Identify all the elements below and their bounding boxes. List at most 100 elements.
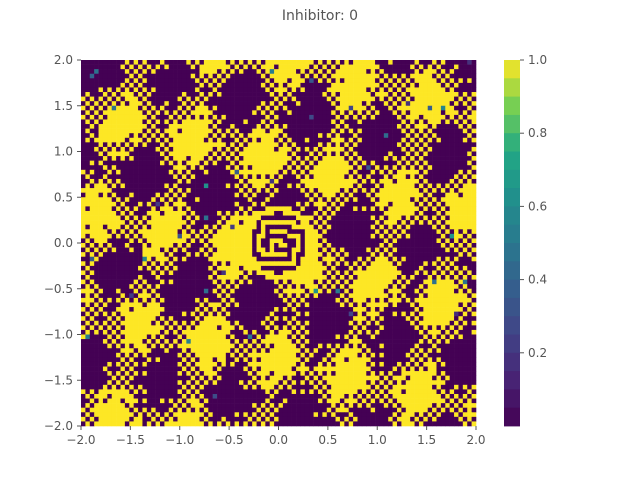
heatmap-cell (379, 133, 385, 139)
heatmap-cell (239, 302, 244, 308)
heatmap-cell (181, 73, 187, 79)
heatmap-cell (370, 174, 376, 180)
heatmap-cell (296, 92, 301, 97)
heatmap-cell (274, 183, 279, 189)
heatmap-cell (155, 210, 161, 216)
heatmap-cell (221, 302, 227, 308)
heatmap-cell (471, 101, 477, 107)
heatmap-cell (98, 82, 104, 88)
heatmap-cell (361, 178, 367, 184)
heatmap-cell (440, 201, 446, 207)
heatmap-cell (423, 261, 429, 267)
heatmap-cell (370, 96, 376, 102)
heatmap-cell (339, 238, 345, 244)
heatmap-cell (247, 188, 253, 193)
heatmap-cell (454, 178, 459, 184)
heatmap-cell (260, 215, 266, 221)
heatmap-cell (151, 220, 156, 226)
heatmap-cell (357, 169, 363, 175)
heatmap-cell (252, 252, 257, 258)
heatmap-cell (133, 215, 139, 221)
heatmap-cell (471, 233, 477, 239)
heatmap-cell (164, 311, 170, 317)
heatmap-cell (296, 60, 301, 65)
heatmap-cell (418, 297, 424, 303)
heatmap-cell (208, 96, 213, 102)
heatmap-cell (146, 252, 152, 258)
heatmap-cell (278, 92, 284, 97)
heatmap-cell (116, 265, 121, 271)
heatmap-cell (339, 174, 345, 180)
heatmap-cell (414, 265, 420, 271)
heatmap-cell (252, 297, 257, 303)
heatmap-cell (375, 101, 380, 107)
heatmap-cell (181, 206, 187, 212)
heatmap-cell (309, 160, 314, 166)
heatmap-cell (313, 96, 319, 102)
heatmap-cell (322, 238, 328, 244)
heatmap-cell (230, 160, 235, 166)
heatmap-cell (129, 64, 134, 70)
heatmap-cell (462, 188, 468, 193)
heatmap-cell (335, 210, 341, 216)
heatmap-cell (432, 233, 437, 239)
chart-title: Inhibitor: 0 (281, 8, 359, 24)
heatmap-cell (397, 275, 402, 280)
heatmap-cell (265, 60, 271, 65)
heatmap-cell (344, 210, 350, 216)
heatmap-cell (392, 201, 398, 207)
heatmap-cell (107, 178, 113, 184)
heatmap-cell (89, 178, 95, 184)
heatmap-cell (234, 311, 240, 317)
heatmap-cell (309, 261, 314, 267)
heatmap-cell (414, 142, 420, 148)
heatmap-cell (243, 101, 249, 107)
heatmap-cell (445, 119, 450, 125)
heatmap-cell (225, 165, 231, 171)
heatmap-cell (388, 270, 393, 276)
heatmap-cell (458, 233, 464, 239)
heatmap-cell (471, 151, 477, 157)
heatmap-cell (146, 78, 152, 84)
heatmap-cell (146, 69, 152, 75)
heatmap-cell (348, 247, 354, 253)
heatmap-cell (98, 183, 104, 189)
heatmap-cell (160, 293, 165, 299)
heatmap-cell (124, 87, 130, 93)
heatmap-cell (102, 110, 108, 116)
heatmap-cell (195, 146, 200, 152)
heatmap-cell (318, 243, 323, 248)
heatmap-cell (375, 279, 380, 285)
heatmap-cell (287, 297, 292, 303)
heatmap-cell (366, 60, 371, 65)
heatmap-cell (212, 261, 218, 267)
heatmap-cell (269, 101, 275, 107)
heatmap-cell (168, 78, 174, 84)
heatmap-cell (440, 110, 446, 116)
heatmap-cell (454, 210, 459, 216)
heatmap-cell (304, 178, 310, 184)
heatmap-cell (186, 165, 192, 171)
heatmap-cell (256, 128, 262, 134)
heatmap-cell (291, 119, 297, 125)
heatmap-cell (217, 114, 222, 120)
heatmap-cell (256, 256, 262, 262)
heatmap-cell (366, 247, 371, 253)
heatmap-cell (146, 247, 152, 253)
heatmap-cell (217, 87, 222, 93)
heatmap-cell (168, 302, 174, 308)
heatmap-cell (243, 293, 249, 299)
heatmap-cell (309, 197, 314, 203)
heatmap-cell (164, 78, 170, 84)
heatmap-cell (89, 293, 95, 299)
heatmap-cell (111, 110, 117, 116)
heatmap-cell (116, 92, 121, 97)
heatmap-cell (291, 73, 297, 79)
heatmap-cell (322, 151, 328, 157)
heatmap-cell (370, 288, 376, 294)
heatmap-cell (85, 114, 91, 120)
heatmap-cell (375, 243, 380, 248)
heatmap-cell (208, 197, 213, 203)
heatmap-cell (186, 293, 192, 299)
heatmap-cell (217, 243, 222, 248)
